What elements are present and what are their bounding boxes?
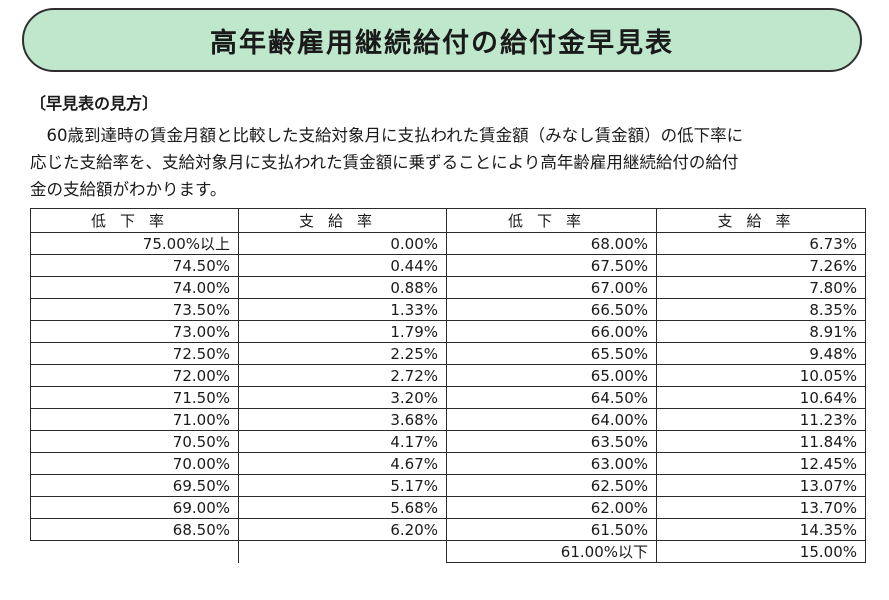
- decline-rate-cell: 61.50%: [446, 518, 657, 541]
- table-body: 75.00%以上 0.00% 68.00% 6.73% 74.50% 0.44% 67.50…: [30, 232, 866, 563]
- payment-rate-cell: 2.25%: [238, 342, 447, 365]
- payment-rate-cell: 13.07%: [656, 474, 866, 497]
- header-payment-rate: 支給率: [238, 208, 447, 233]
- decline-rate-cell: 64.50%: [446, 386, 657, 409]
- payment-rate-cell: 12.45%: [656, 452, 866, 475]
- decline-rate-cell: 74.50%: [30, 254, 239, 277]
- table-row: 70.50% 4.17% 63.50% 11.84%: [30, 430, 866, 453]
- decline-rate-cell: 66.50%: [446, 298, 657, 321]
- payment-rate-cell: 1.79%: [238, 320, 447, 343]
- table-row: 70.00% 4.67% 63.00% 12.45%: [30, 452, 866, 475]
- table-row: 61.00%以下 15.00%: [30, 540, 866, 563]
- decline-rate-cell: 68.50%: [30, 518, 239, 541]
- table-row: 73.00% 1.79% 66.00% 8.91%: [30, 320, 866, 343]
- table-row: 72.00% 2.72% 65.00% 10.05%: [30, 364, 866, 387]
- payment-rate-cell: 3.20%: [238, 386, 447, 409]
- payment-rate-cell: 0.00%: [238, 232, 447, 255]
- header-decline-rate: 低下率: [30, 208, 239, 233]
- decline-rate-cell: 67.00%: [446, 276, 657, 299]
- decline-rate-cell: 63.00%: [446, 452, 657, 475]
- payment-rate-cell: 1.33%: [238, 298, 447, 321]
- payment-rate-cell: 4.67%: [238, 452, 447, 475]
- benefit-rate-table: 低下率 支給率 低下率 支給率 75.00%以上 0.00% 68.00% 6.73%…: [30, 208, 866, 563]
- decline-rate-cell: 73.00%: [30, 320, 239, 343]
- description-line: 応じた支給率を、支給対象月に支払われた賃金額に乗ずることにより高年齢雇用継続給付…: [30, 153, 739, 172]
- decline-rate-cell: 64.00%: [446, 408, 657, 431]
- payment-rate-cell: 5.68%: [238, 496, 447, 519]
- empty-cell: [30, 540, 239, 563]
- table-row: 71.00% 3.68% 64.00% 11.23%: [30, 408, 866, 431]
- table-row: 72.50% 2.25% 65.50% 9.48%: [30, 342, 866, 365]
- decline-rate-cell: 72.00%: [30, 364, 239, 387]
- table-row: 74.00% 0.88% 67.00% 7.80%: [30, 276, 866, 299]
- payment-rate-cell: 8.35%: [656, 298, 866, 321]
- decline-rate-cell: 75.00%以上: [30, 232, 239, 255]
- decline-rate-cell: 65.00%: [446, 364, 657, 387]
- title-banner: 高年齢雇用継続給付の給付金早見表: [22, 8, 862, 72]
- payment-rate-cell: 5.17%: [238, 474, 447, 497]
- table-row: 68.50% 6.20% 61.50% 14.35%: [30, 518, 866, 541]
- payment-rate-cell: 2.72%: [238, 364, 447, 387]
- payment-rate-cell: 7.26%: [656, 254, 866, 277]
- decline-rate-cell: 69.50%: [30, 474, 239, 497]
- decline-rate-cell: 70.50%: [30, 430, 239, 453]
- decline-rate-cell: 70.00%: [30, 452, 239, 475]
- payment-rate-cell: 13.70%: [656, 496, 866, 519]
- payment-rate-cell: 4.17%: [238, 430, 447, 453]
- table-row: 75.00%以上 0.00% 68.00% 6.73%: [30, 232, 866, 255]
- payment-rate-cell: 6.20%: [238, 518, 447, 541]
- payment-rate-cell: 10.05%: [656, 364, 866, 387]
- payment-rate-cell: 7.80%: [656, 276, 866, 299]
- description-paragraph: 60歳到達時の賃金月額と比較した支給対象月に支払われた賃金額（みなし賃金額）の低…: [30, 122, 870, 203]
- table-row: 69.50% 5.17% 62.50% 13.07%: [30, 474, 866, 497]
- payment-rate-cell: 8.91%: [656, 320, 866, 343]
- decline-rate-cell: 62.50%: [446, 474, 657, 497]
- decline-rate-cell: 73.50%: [30, 298, 239, 321]
- decline-rate-cell: 66.00%: [446, 320, 657, 343]
- payment-rate-cell: 6.73%: [656, 232, 866, 255]
- table-row: 74.50% 0.44% 67.50% 7.26%: [30, 254, 866, 277]
- decline-rate-cell: 68.00%: [446, 232, 657, 255]
- decline-rate-cell: 71.50%: [30, 386, 239, 409]
- payment-rate-cell: 3.68%: [238, 408, 447, 431]
- table-row: 73.50% 1.33% 66.50% 8.35%: [30, 298, 866, 321]
- header-payment-rate: 支給率: [656, 208, 866, 233]
- decline-rate-cell: 62.00%: [446, 496, 657, 519]
- decline-rate-cell: 67.50%: [446, 254, 657, 277]
- decline-rate-cell: 65.50%: [446, 342, 657, 365]
- description-line: 60歳到達時の賃金月額と比較した支給対象月に支払われた賃金額（みなし賃金額）の低…: [46, 126, 744, 145]
- payment-rate-cell: 11.23%: [656, 408, 866, 431]
- payment-rate-cell: 0.88%: [238, 276, 447, 299]
- payment-rate-cell: 10.64%: [656, 386, 866, 409]
- decline-rate-cell: 71.00%: [30, 408, 239, 431]
- decline-rate-cell: 61.00%以下: [446, 540, 657, 563]
- page-title: 高年齢雇用継続給付の給付金早見表: [210, 27, 674, 59]
- section-heading: 〔早見表の見方〕: [30, 94, 159, 113]
- payment-rate-cell: 9.48%: [656, 342, 866, 365]
- table-row: 69.00% 5.68% 62.00% 13.70%: [30, 496, 866, 519]
- empty-cell: [238, 540, 447, 563]
- table-header-row: 低下率 支給率 低下率 支給率: [30, 208, 866, 233]
- payment-rate-cell: 11.84%: [656, 430, 866, 453]
- decline-rate-cell: 69.00%: [30, 496, 239, 519]
- payment-rate-cell: 0.44%: [238, 254, 447, 277]
- description-line: 金の支給額がわかります。: [30, 180, 227, 199]
- header-decline-rate: 低下率: [446, 208, 657, 233]
- decline-rate-cell: 63.50%: [446, 430, 657, 453]
- decline-rate-cell: 74.00%: [30, 276, 239, 299]
- payment-rate-cell: 14.35%: [656, 518, 866, 541]
- payment-rate-cell: 15.00%: [656, 540, 866, 563]
- decline-rate-cell: 72.50%: [30, 342, 239, 365]
- table-row: 71.50% 3.20% 64.50% 10.64%: [30, 386, 866, 409]
